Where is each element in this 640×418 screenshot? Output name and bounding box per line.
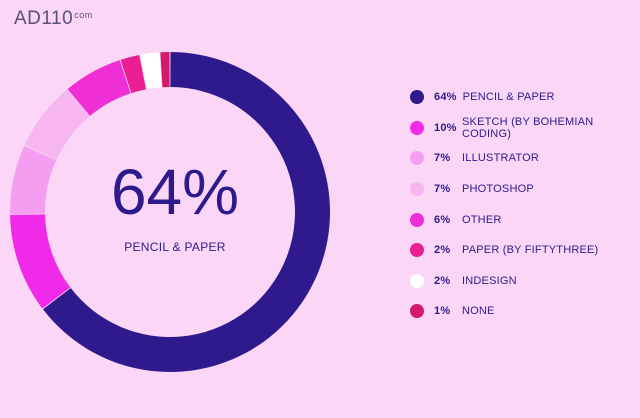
legend-label: ILLUSTRATOR [462, 152, 539, 165]
donut-slice-indesign [140, 52, 162, 90]
legend-percentage: 2% [434, 244, 451, 257]
legend-percentage: 6% [434, 213, 451, 226]
legend-percentage: 2% [434, 274, 451, 287]
logo-suffix: com [74, 10, 93, 20]
legend-percentage: 7% [434, 183, 451, 196]
legend-item: 2% PAPER (BY FIFTYTHREE) [410, 235, 640, 266]
center-percentage: 64% [110, 156, 240, 228]
legend-label: INDESIGN [462, 274, 517, 287]
center-category-label: PENCIL & PAPER [124, 240, 226, 254]
legend-label: OTHER [462, 213, 502, 226]
legend-item: 10% SKETCH (BY BOHEMIAN CODING) [410, 113, 640, 144]
legend-item: 2% INDESIGN [410, 266, 640, 297]
donut-chart [9, 52, 331, 372]
legend-label: PAPER (BY FIFTYTHREE) [462, 244, 599, 257]
legend-swatch [410, 304, 424, 319]
legend-item: 7% PHOTOSHOP [410, 174, 640, 205]
donut-slice-other [67, 60, 131, 117]
legend-item: 7% ILLUSTRATOR [410, 143, 640, 174]
legend-label: NONE [462, 305, 495, 318]
legend-label: SKETCH (BY BOHEMIAN CODING) [462, 115, 594, 140]
donut-slice-sketch-by-bohemian-coding [10, 214, 71, 309]
legend-percentage: 1% [434, 305, 451, 318]
donut-slice-none [160, 52, 170, 88]
legend-label: PENCIL & PAPER [462, 91, 555, 104]
chart-legend: 64% PENCIL & PAPER 10% SKETCH (BY BOHEMIAN … [410, 82, 640, 327]
brand-logo: AD110com [14, 8, 93, 30]
legend-swatch [410, 182, 424, 197]
donut-slice-illustrator [9, 145, 57, 215]
legend-item: 1% NONE [410, 296, 640, 327]
legend-percentage: 64% [434, 91, 457, 104]
donut-slice-paper-by-fiftythree [120, 54, 146, 94]
legend-swatch [410, 273, 424, 288]
legend-swatch [410, 151, 424, 166]
legend-label: PHOTOSHOP [462, 183, 534, 196]
logo-text: AD110 [14, 8, 74, 29]
legend-percentage: 7% [434, 152, 451, 165]
legend-item: 6% OTHER [410, 204, 640, 235]
legend-item: 64% PENCIL & PAPER [410, 82, 640, 113]
legend-swatch [410, 212, 424, 227]
legend-percentage: 10% [434, 121, 457, 134]
legend-swatch [410, 243, 424, 258]
donut-slice-photoshop [24, 89, 90, 160]
legend-swatch [410, 120, 424, 135]
legend-swatch [410, 90, 424, 105]
